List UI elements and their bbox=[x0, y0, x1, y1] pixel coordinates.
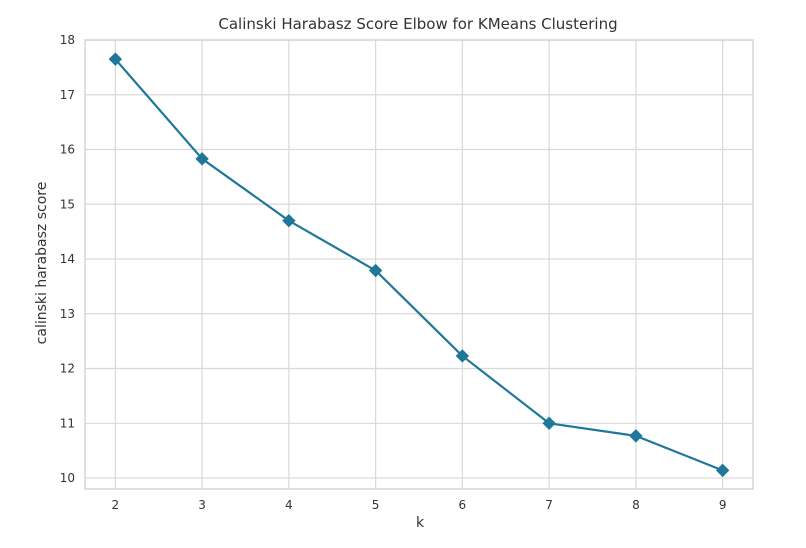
x-tick-label: 4 bbox=[285, 498, 293, 512]
tick-labels: 2 3 4 5 6 7 8 9 10 11 12 13 14 15 16 17 18 bbox=[60, 33, 727, 512]
x-tick-label: 7 bbox=[545, 498, 553, 512]
x-tick-label: 8 bbox=[632, 498, 640, 512]
series-layer bbox=[108, 52, 730, 478]
plot-frame bbox=[84, 39, 754, 490]
y-tick-label: 16 bbox=[60, 143, 75, 157]
y-tick-label: 10 bbox=[60, 471, 75, 485]
data-point-marker bbox=[715, 463, 730, 478]
grid-lines bbox=[85, 39, 753, 489]
data-point-marker bbox=[282, 213, 296, 228]
y-tick-label: 12 bbox=[60, 362, 75, 376]
y-tick-label: 11 bbox=[60, 416, 75, 430]
y-tick-label: 14 bbox=[60, 252, 75, 266]
chart-title: Calinski Harabasz Score Elbow for KMeans… bbox=[218, 15, 617, 33]
x-tick-label: 5 bbox=[372, 498, 380, 512]
x-tick-label: 9 bbox=[719, 498, 727, 512]
y-axis-label: calinski harabasz score bbox=[34, 182, 50, 345]
series-line bbox=[114, 58, 724, 472]
data-point-marker bbox=[629, 429, 643, 443]
data-point-marker bbox=[542, 416, 556, 430]
y-tick-label: 15 bbox=[60, 197, 75, 211]
x-tick-label: 6 bbox=[459, 498, 467, 512]
data-point-marker bbox=[455, 349, 470, 363]
data-point-marker bbox=[108, 52, 123, 66]
y-tick-label: 17 bbox=[60, 88, 75, 102]
y-tick-label: 18 bbox=[60, 33, 75, 47]
data-point-marker bbox=[195, 152, 209, 166]
y-tick-label: 13 bbox=[60, 307, 75, 321]
x-axis-label: k bbox=[416, 515, 425, 531]
x-tick-label: 2 bbox=[112, 498, 120, 512]
data-point-marker bbox=[368, 263, 383, 278]
x-tick-label: 3 bbox=[198, 498, 206, 512]
